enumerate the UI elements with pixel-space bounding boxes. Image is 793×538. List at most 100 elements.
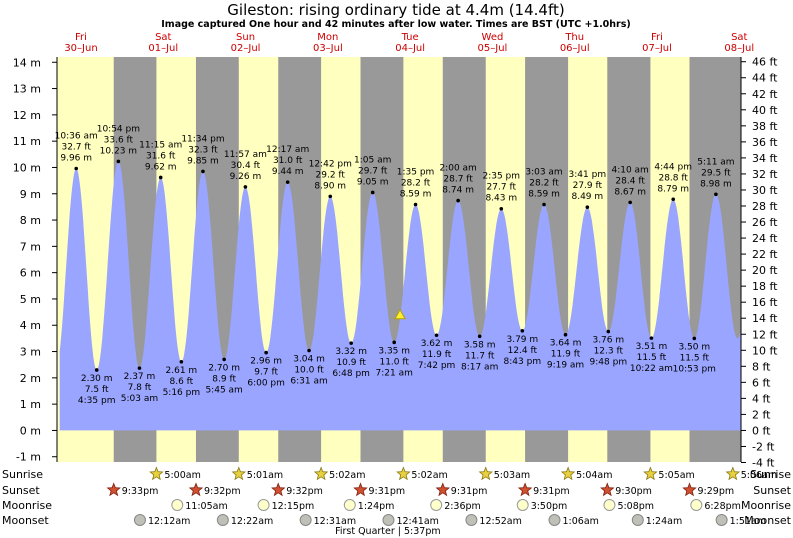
moonrise-icon [171,499,184,511]
high-tide-label: 9.05 m [357,177,389,187]
high-tide-label: 8.67 m [614,187,646,197]
high-tide-label: 27.9 ft [573,181,603,191]
moonset-time: 1:24am [646,516,682,527]
low-tide-label: 3.79 m [506,335,538,345]
high-tide-label: 2:35 pm [482,172,520,182]
low-tide-label: 3.64 m [550,339,582,349]
day-name: Wed [482,32,504,43]
high-tide-label: 8.74 m [442,186,474,196]
moonset-icon [715,514,728,526]
sunset-time: 9:33pm [122,486,159,497]
day-date: 06–Jul [560,43,590,54]
high-tide-label: 9.96 m [60,154,92,164]
high-tide-label: 28.2 ft [401,179,431,189]
high-tide-label: 5:11 am [697,157,734,167]
sunrise-time: 5:01am [247,470,283,481]
left-tick-label: 8 m [20,214,41,227]
high-tide-label: 10:36 am [55,132,98,142]
moonrise-time: 1:24pm [358,501,395,512]
low-tide-label: 8.9 ft [212,374,236,384]
low-tide-label: 11.5 ft [680,353,710,363]
high-tide-label: 9.44 m [272,167,304,177]
low-tide-label: 6:48 pm [332,369,370,379]
low-tide-point [307,348,311,353]
low-tide-label: 12.3 ft [594,347,624,357]
moonset-icon [216,514,229,526]
high-tide-label: 33.6 ft [104,135,134,145]
left-tick-label: 14 m [13,56,41,69]
moonrise-icon [690,499,703,511]
right-tick-label: 18 ft [752,280,778,293]
low-tide-label: 5:16 pm [163,388,201,398]
low-tide-label: 9.7 ft [254,368,278,378]
low-tide-label: 3.50 m [678,342,710,352]
low-tide-label: 3.76 m [592,336,624,346]
day-name: Sat [731,32,747,43]
axes: -1 m 0 m 1 m 2 m 3 m 4 m 5 m 6 m 7 m 8 m 9 m 10 m 11… [13,56,778,470]
high-tide-label: 29.7 ft [358,166,388,176]
low-tide-point [649,336,654,340]
sunset-time: 9:30pm [615,486,652,497]
left-tick-label: 11 m [13,135,41,148]
tide-curve [59,161,741,431]
low-tide-label: 4:35 pm [78,396,116,406]
high-tide-label: 1:05 am [354,155,391,165]
moonset-time: 1:51am [730,516,766,527]
low-tide-label: 9:19 am [547,361,584,371]
sunset-time: 9:29pm [698,486,735,497]
right-tick-label: 46 ft [752,56,778,69]
low-tide-label: 11.9 ft [551,350,581,360]
low-tide-label: 6:31 am [290,376,327,386]
low-tide-point [94,368,99,372]
high-tide-point [74,166,78,171]
sunrise-time: 5:05am [658,470,694,481]
sunrise-icon [725,466,741,481]
left-tick-label: 5 m [20,293,41,306]
sunset-time: 9:32pm [286,486,323,497]
left-tick-label: 7 m [20,240,41,253]
low-tide-label: 3.62 m [421,339,453,349]
sunset-icon [682,482,697,497]
sunrise-time: 5:02am [329,470,365,481]
day-date: 30–Jun [64,43,97,54]
right-tick-label: 4 ft [752,392,771,405]
high-tide-label: 11:57 am [224,150,267,160]
high-tide-label: 30.4 ft [231,161,261,171]
sunset-icon [271,482,286,497]
right-tick-label: 28 ft [752,200,778,213]
day-name: Sun [236,32,255,43]
moonrise-icon [603,499,616,511]
event-row-label-left: Moonrise [2,499,52,512]
sunrise-icon [478,466,493,481]
high-tide-point [158,175,163,180]
high-tide-label: 8.79 m [657,184,689,194]
event-row-label-left: Sunset [2,484,40,497]
moonset-time: 12:41am [396,516,438,527]
low-tide-label: 5:45 am [205,385,242,395]
moonrise-icon [343,499,356,511]
left-tick-label: 9 m [20,188,41,201]
moonset-time: 12:12am [148,516,190,527]
high-tide-label: 11:34 pm [181,134,224,144]
right-tick-label: 6 ft [752,376,771,389]
moonrise-time: 3:50pm [531,501,568,512]
day-name: Tue [401,32,419,43]
high-tide-label: 8.43 m [485,194,517,204]
right-tick-label: 34 ft [752,152,778,165]
high-tide-label: 12:42 pm [309,159,352,169]
day-date: 03–Jul [313,43,343,54]
low-tide-point [434,333,439,338]
low-tide-point [264,350,268,355]
high-tide-label: 29.5 ft [701,168,731,178]
high-tide-label: 32.7 ft [61,143,91,153]
day-date: 01–Jul [148,43,178,54]
right-tick-label: -4 ft [752,457,775,470]
sunset-time: 9:32pm [204,486,241,497]
low-tide-label: 3.04 m [293,354,325,364]
right-tick-label: 42 ft [752,88,778,101]
right-tick-label: 30 ft [752,184,778,197]
right-tick-label: 36 ft [752,136,778,149]
day-date: 05–Jul [478,43,508,54]
event-row-label-right: Sunrise [750,468,791,481]
